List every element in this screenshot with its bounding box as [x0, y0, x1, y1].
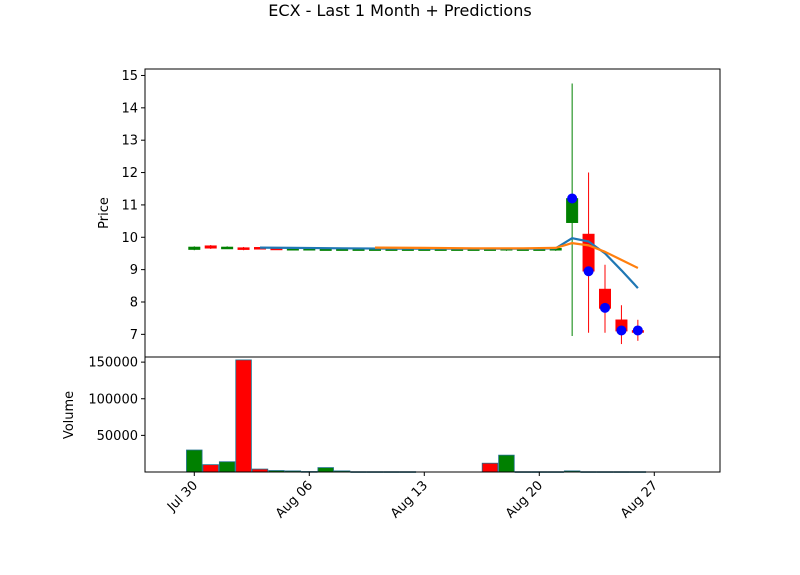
volume-bar [202, 464, 219, 473]
prediction-point [567, 193, 578, 204]
volume-tick-label: 50000 [97, 429, 138, 444]
price-axis-label: Price [97, 197, 112, 229]
volume-panel: 50000 100000 150000 Volume [62, 356, 721, 473]
volume-panel-frame [144, 356, 721, 473]
volume-bar [481, 462, 499, 473]
volume-axis-label: Volume [62, 391, 77, 439]
price-axis: 7 8 9 10 11 12 13 14 15 [121, 69, 145, 343]
volume-bar [235, 359, 252, 473]
candle-body [237, 247, 250, 250]
price-tick-label: 7 [130, 328, 138, 343]
prediction-point [632, 325, 643, 336]
price-tick-label: 8 [130, 295, 138, 310]
volume-axis: 50000 100000 150000 [88, 356, 145, 444]
price-tick-label: 9 [130, 263, 138, 278]
chart-title: ECX - Last 1 Month + Predictions [268, 1, 531, 20]
price-tick-label: 11 [121, 198, 138, 213]
candle-body [188, 246, 201, 250]
series-line-1 [374, 242, 639, 269]
volume-tick-label: 150000 [88, 356, 138, 371]
volume-bar [218, 461, 236, 473]
volume-bar [498, 454, 515, 473]
price-marks [188, 83, 644, 345]
prediction-point [583, 266, 594, 277]
price-tick-label: 14 [121, 101, 138, 116]
volume-bar [317, 467, 334, 473]
candle-body [221, 246, 234, 250]
price-tick-label: 15 [121, 69, 138, 84]
volume-bar [186, 449, 203, 473]
prediction-point [616, 325, 627, 336]
price-tick-label: 12 [121, 166, 138, 181]
price-tick-label: 13 [121, 134, 138, 149]
prediction-point [600, 302, 610, 313]
volume-tick-label: 100000 [88, 392, 138, 407]
price-tick-label: 10 [121, 231, 138, 246]
candle-body [204, 245, 217, 249]
